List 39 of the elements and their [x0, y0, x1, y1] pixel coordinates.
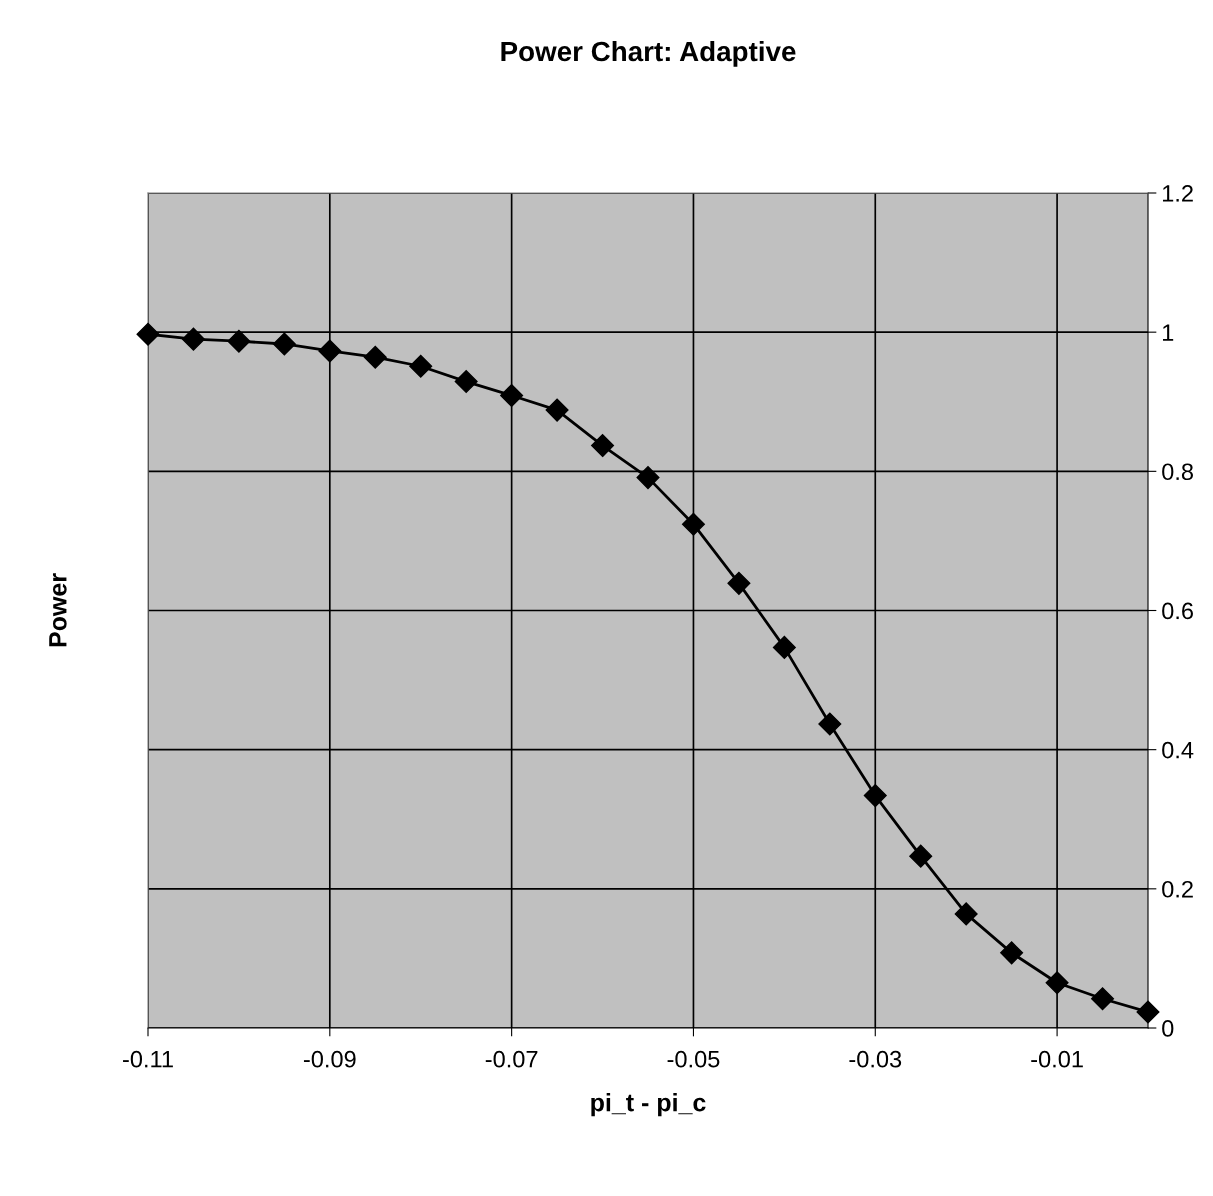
- y-tick-label: 0: [1162, 1020, 1174, 1037]
- y-tick-label: 0.6: [1162, 602, 1193, 620]
- point: [954, 902, 978, 926]
- y-tick-label: 0.2: [1162, 880, 1193, 898]
- point: [181, 327, 205, 351]
- point: [454, 370, 478, 394]
- point: [545, 398, 569, 422]
- point: [591, 434, 615, 458]
- x-axis-title: pi_t - pi_c: [591, 1093, 706, 1117]
- y-tick-label: 1.2: [1162, 185, 1193, 202]
- x-tick-label: -0.09: [303, 1050, 356, 1068]
- point: [727, 571, 751, 595]
- y-tick-label: 0.8: [1162, 463, 1193, 481]
- point: [1045, 971, 1069, 995]
- point: [1000, 941, 1024, 965]
- point: [500, 383, 524, 407]
- x-tick-label: -0.05: [667, 1050, 720, 1068]
- x-tick-label: -0.03: [849, 1050, 902, 1068]
- point: [227, 329, 251, 353]
- point: [1091, 987, 1115, 1011]
- x-tick-label: -0.01: [1031, 1050, 1083, 1068]
- chart-title: Power Chart: Adaptive: [501, 40, 796, 67]
- point: [909, 844, 933, 868]
- point: [272, 332, 296, 356]
- point: [318, 339, 342, 363]
- point: [409, 354, 433, 378]
- point: [136, 322, 160, 346]
- point: [636, 466, 660, 490]
- y-tick-label: 0.4: [1162, 741, 1194, 759]
- point: [681, 512, 705, 536]
- x-tick-label: -0.11: [123, 1050, 173, 1068]
- point: [772, 635, 796, 659]
- point: [1136, 1000, 1160, 1024]
- point: [818, 712, 842, 736]
- y-axis-title: Power: [49, 573, 67, 647]
- point: [863, 784, 887, 808]
- point: [363, 345, 387, 369]
- y-tick-label: 1: [1162, 324, 1174, 341]
- x-tick-label: -0.07: [485, 1050, 538, 1068]
